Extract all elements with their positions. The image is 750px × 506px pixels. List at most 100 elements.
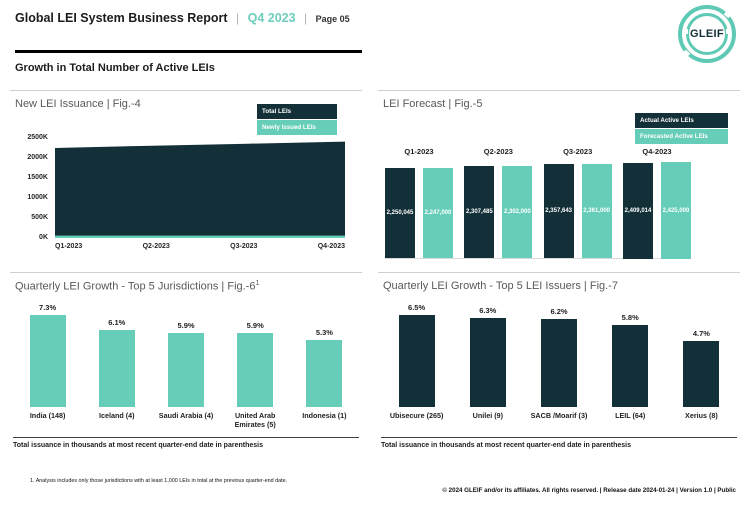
logo-ring-gap	[726, 29, 730, 34]
fig6-column: 5.9%	[151, 303, 220, 407]
fig4-x-tick: Q1-2023	[55, 243, 83, 250]
fig6-column: 7.3%	[13, 303, 82, 407]
fig4-x-tick: Q2-2023	[142, 243, 170, 250]
fig4-y-tick: 2000K	[27, 154, 48, 161]
header-rule	[15, 50, 362, 53]
fig4-y-tick: 2500K	[27, 134, 48, 141]
fig5-quarter-label: Q2-2023	[483, 147, 513, 156]
fig7-rule	[381, 437, 737, 438]
fig7-bar	[469, 317, 506, 407]
fig7-caption: Total issuance in thousands at most rece…	[381, 442, 631, 449]
logo-text: GLEIF	[690, 28, 724, 40]
panel-top5-jurisdictions: Quarterly LEI Growth - Top 5 Jurisdictio…	[10, 272, 362, 455]
fig5-quarter-group: Q4-2023 2,409,014 2,425,000	[622, 147, 691, 259]
fig7-bar	[398, 315, 435, 407]
fig6-column: 5.3%	[290, 303, 359, 407]
fig5-bar-value: 2,307,485	[465, 208, 493, 215]
legend-item-actual-active-leis: Actual Active LEIs	[635, 113, 728, 128]
legend-item-total-leis: Total LEIs	[257, 104, 337, 119]
fig5-bar-pair: 2,307,485 2,302,000	[464, 162, 533, 258]
fig7-bar-chart: 6.5% 6.3% 6.2% 5.8% 4.7%	[381, 303, 737, 407]
fig5-bar-value: 2,357,643	[545, 207, 573, 214]
fig4-total-leis-area	[55, 141, 345, 238]
fig6-value-label: 7.3%	[39, 303, 57, 312]
fig7-column: 5.8%	[595, 303, 666, 407]
panel-lei-forecast: LEI Forecast | Fig.-5 Actual Active LEIs…	[378, 90, 740, 262]
fig5-legend: Actual Active LEIs Forecasted Active LEI…	[635, 113, 728, 145]
fig7-value-label: 6.3%	[479, 305, 497, 315]
fig6-category-label: Saudi Arabia (4)	[158, 411, 214, 420]
gleif-logo: GLEIF	[678, 5, 736, 63]
legend-item-newly-issued-leis: Newly Issued LEIs	[257, 120, 337, 135]
fig6-value-label: 5.3%	[315, 328, 333, 338]
fig6-category-labels: India (148) Iceland (4) Saudi Arabia (4) Un…	[13, 411, 359, 429]
fig6-bar	[168, 332, 204, 407]
fig6-bar-chart: 7.3% 6.1% 5.9% 5.9% 5.3%	[13, 303, 359, 407]
fig7-value-label: 6.5%	[408, 303, 426, 312]
fig5-bar-actual: 2,357,643	[543, 163, 574, 258]
fig5-bar-pair: 2,250,045 2,247,000	[385, 162, 453, 258]
fig6-bar	[98, 330, 135, 407]
fig4-y-axis: 2500K 2000K 1500K 1000K 500K 0K	[10, 91, 48, 251]
page-number: Page 05	[315, 14, 350, 24]
fig4-y-tick: 500K	[31, 214, 48, 221]
fig5-bar-actual: 2,250,045	[385, 168, 415, 258]
fig6-category-label: United Arab Emirates (5)	[234, 411, 276, 429]
fig5-quarter-label: Q3-2023	[563, 147, 593, 156]
fig7-column: 6.2%	[523, 303, 594, 407]
fig4-area-svg	[55, 141, 345, 238]
fig4-area-chart	[55, 138, 345, 238]
separator: |	[304, 11, 308, 25]
fig5-bar-chart: Q1-2023 2,250,045 2,247,000 Q2-2023 2,307,48…	[385, 147, 691, 259]
fig5-bar-actual: 2,409,014	[622, 162, 653, 259]
fig5-bar-forecast: 2,361,000	[581, 163, 612, 258]
panel-top5-lei-issuers: Quarterly LEI Growth - Top 5 LEI Issuers…	[378, 272, 740, 455]
fig5-bar-actual: 2,307,485	[464, 165, 495, 258]
fig6-bar	[237, 332, 274, 407]
report-title: Global LEI System Business Report	[15, 11, 228, 25]
fig7-category-label: Unilei (9)	[472, 411, 503, 420]
fig6-category-label: Indonesia (1)	[302, 411, 347, 420]
fig6-title: Quarterly LEI Growth - Top 5 Jurisdictio…	[15, 280, 259, 293]
fig5-quarter-label: Q1-2023	[404, 147, 434, 156]
fig7-title: Quarterly LEI Growth - Top 5 LEI Issuers…	[383, 280, 618, 292]
fig6-category-label: Iceland (4)	[99, 411, 135, 420]
fig5-bar-pair: 2,409,014 2,425,000	[622, 162, 691, 259]
analysis-footnote: 1. Analysis includes only those jurisdic…	[30, 478, 288, 484]
fig5-bar-forecast: 2,425,000	[660, 162, 691, 259]
fig5-bar-value: 2,425,000	[662, 207, 690, 214]
fig7-value-label: 5.8%	[621, 312, 639, 322]
fig5-bar-value: 2,302,000	[503, 208, 531, 215]
fig5-bar-pair: 2,357,643 2,361,000	[543, 162, 612, 258]
fig5-bar-value: 2,409,014	[624, 207, 652, 214]
logo-inner-ring	[686, 13, 728, 55]
fig5-bar-value: 2,361,000	[583, 207, 611, 214]
fig4-title: New LEI Issuance | Fig.-4	[15, 98, 141, 110]
fig7-category-label: Xerius (8)	[685, 411, 718, 420]
fig7-column: 4.7%	[666, 303, 737, 407]
fig7-column: 6.3%	[452, 303, 523, 407]
fig4-newly-issued-area	[55, 235, 345, 238]
fig5-bar-value: 2,250,045	[386, 210, 414, 216]
fig7-value-label: 4.7%	[692, 328, 710, 338]
fig6-column: 5.9%	[221, 303, 290, 407]
fig4-x-axis: Q1-2023 Q2-2023 Q3-2023 Q4-2023	[55, 243, 345, 250]
fig4-legend: Total LEIs Newly Issued LEIs	[257, 104, 337, 136]
fig4-x-tick: Q3-2023	[230, 243, 258, 250]
fig5-quarter-label: Q4-2023	[642, 147, 672, 156]
logo-outer-ring	[678, 5, 736, 63]
fig6-bar	[29, 315, 66, 407]
report-quarter: Q4 2023	[247, 11, 296, 25]
fig6-column: 6.1%	[82, 303, 151, 407]
fig5-quarter-group: Q1-2023 2,250,045 2,247,000	[385, 147, 453, 258]
fig7-category-label: SACB /Moarif (3)	[530, 411, 588, 420]
fig6-bar	[306, 340, 343, 407]
legend-item-forecasted-active-leis: Forecasted Active LEIs	[635, 129, 728, 144]
report-header: Global LEI System Business Report | Q4 2…	[15, 9, 350, 27]
panel-new-lei-issuance: New LEI Issuance | Fig.-4 Total LEIs New…	[10, 90, 362, 262]
fig5-bar-forecast: 2,302,000	[502, 165, 533, 258]
copyright-line: © 2024 GLEIF and/or its affiliates. All …	[442, 487, 736, 494]
fig7-category-label: LEIL (64)	[615, 411, 646, 420]
fig6-value-label: 6.1%	[108, 318, 126, 328]
